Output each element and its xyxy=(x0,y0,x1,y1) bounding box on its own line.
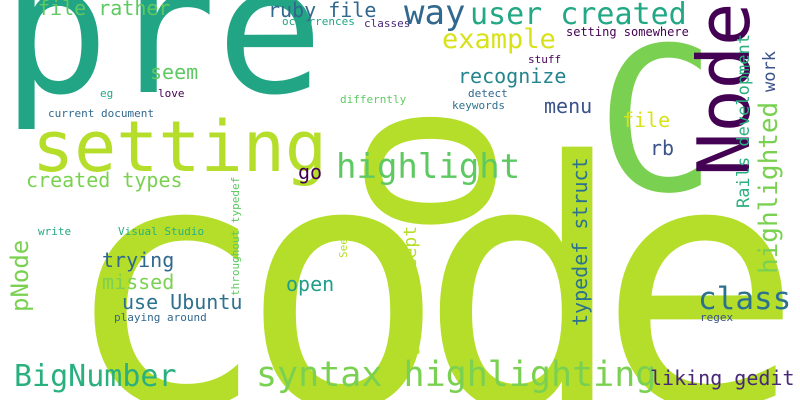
word-current-document: current document xyxy=(48,107,154,120)
word-keywords: keywords xyxy=(452,99,505,112)
word-rb: rb xyxy=(650,136,675,160)
word-open: open xyxy=(286,272,335,296)
word-BigNumber: BigNumber xyxy=(14,359,177,394)
word-file-rather: file rather xyxy=(38,0,171,20)
word-code: code xyxy=(62,90,800,400)
word-stuff: stuff xyxy=(528,53,562,66)
word-user-created: user created xyxy=(470,0,687,32)
word-visual-studio: Visual Studio xyxy=(118,225,205,238)
word-liking-gedit: liking gedit xyxy=(650,366,795,390)
word-pNode: pNode xyxy=(6,239,34,312)
word-pre: pre xyxy=(2,0,324,134)
word-eg: eg xyxy=(100,87,114,100)
word-way: way xyxy=(404,0,466,33)
word-throughout-typedef: throughout typedef xyxy=(229,176,242,296)
word-missed: missed xyxy=(102,270,175,294)
word-go: go xyxy=(298,160,323,184)
word-menu: menu xyxy=(544,94,593,118)
word-recognize: recognize xyxy=(458,64,567,88)
word-ruby-file: ruby file xyxy=(268,0,377,22)
word-playing-around: playing around xyxy=(114,311,207,324)
word-see: See xyxy=(337,238,350,258)
word-rails-development: Rails development xyxy=(734,34,754,208)
word-C: C xyxy=(596,5,717,238)
word-created-types: created types xyxy=(26,168,183,192)
word-class: class xyxy=(698,281,792,317)
word-regex: regex xyxy=(700,311,734,324)
word-trying: trying xyxy=(102,248,175,272)
word-love: love xyxy=(158,87,185,100)
word-seem: seem xyxy=(150,60,199,84)
word-setting: setting xyxy=(32,106,328,188)
word-typedef-struct: typedef struct xyxy=(568,157,592,326)
word-highlight: highlight xyxy=(336,147,521,187)
word-classes: classes xyxy=(364,17,411,30)
word-work: work xyxy=(760,51,780,92)
word-gedit-except: gedit except xyxy=(400,225,421,356)
word-write: write xyxy=(38,225,72,238)
word-syntax-highlighting: syntax highlighting xyxy=(256,355,657,395)
word-differntly: differntly xyxy=(340,93,407,106)
word-file: file xyxy=(622,108,671,132)
word-use-ubuntu: use Ubuntu xyxy=(122,290,243,314)
word-example: example xyxy=(442,24,556,55)
word-setting-somewhere: setting somewhere xyxy=(566,25,689,39)
word-detect: detect xyxy=(468,87,508,100)
word-highlighted: highlighted xyxy=(754,101,784,274)
word-occurrences: occurrences xyxy=(282,15,355,28)
